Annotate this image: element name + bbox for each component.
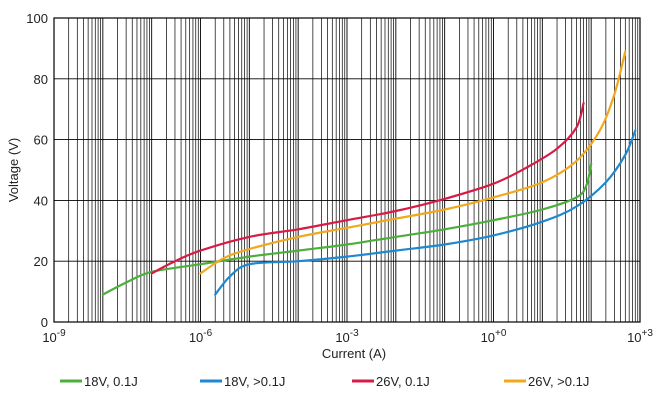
plot-border: [53, 17, 641, 323]
y-tick-label: 100: [26, 11, 48, 26]
plot-frame: [53, 17, 641, 323]
series-line: [199, 50, 627, 275]
x-tick-label: 10-6: [189, 328, 213, 345]
series-line: [150, 102, 585, 275]
y-tick-label: 20: [34, 254, 48, 269]
y-tick-label: 60: [34, 133, 48, 148]
y-tick-label: 80: [34, 72, 48, 87]
legend-label: 26V, >0.1J: [528, 374, 589, 389]
y-tick-label: 40: [34, 193, 48, 208]
y-axis-label: Voltage (V): [6, 138, 21, 202]
grid: [53, 17, 640, 323]
x-tick-label: 10-3: [335, 328, 359, 345]
legend-label: 26V, 0.1J: [376, 374, 430, 389]
x-tick-label: 10+3: [627, 328, 653, 345]
series-lines: [101, 50, 637, 296]
x-axis-label: Current (A): [322, 346, 386, 361]
series-line: [214, 129, 637, 296]
x-tick-label: 10+0: [481, 328, 507, 345]
x-tick-labels: 10-9 10-6 10-3 10+0 10+3: [42, 328, 653, 345]
x-tick-label: 10-9: [42, 328, 66, 345]
legend: 18V, 0.1J 18V, >0.1J 26V, 0.1J 26V, >0.1J: [60, 374, 589, 389]
y-tick-labels: 0 20 40 60 80 100: [26, 11, 48, 330]
y-tick-label: 0: [41, 315, 48, 330]
legend-label: 18V, >0.1J: [224, 374, 285, 389]
legend-label: 18V, 0.1J: [84, 374, 138, 389]
